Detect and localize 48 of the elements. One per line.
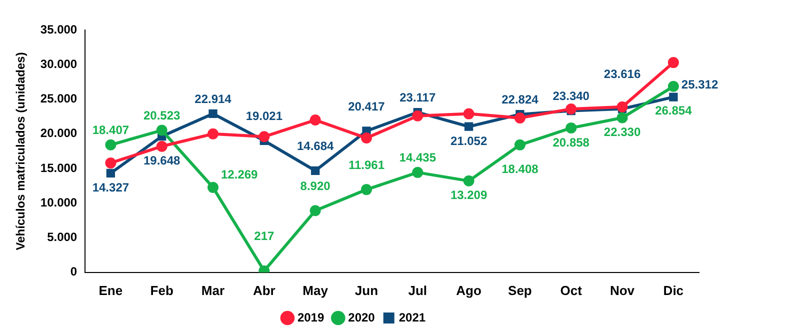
x-tick-label: Sep (508, 282, 532, 298)
data-label: 12.269 (221, 168, 258, 182)
data-label: 23.616 (604, 67, 641, 82)
data-label: 22.914 (194, 92, 232, 106)
x-tick-label: Ene (98, 282, 123, 298)
x-tick-label: Jun (354, 282, 378, 298)
data-label: 217 (254, 229, 274, 244)
x-tick-label: May (302, 282, 329, 298)
data-label: 22.824 (502, 92, 539, 107)
y-axis-title: Vehículos matriculados (unidades) (14, 52, 28, 250)
x-tick-label: Ago (456, 282, 482, 298)
y-tick-label: 20.000 (40, 126, 78, 140)
y-tick-label: 25.000 (40, 92, 78, 106)
data-label: 20.523 (143, 108, 181, 123)
y-tick-label: 0 (70, 264, 78, 279)
legend-label: 2021 (398, 310, 426, 324)
data-label: 20.417 (348, 99, 386, 114)
data-label: 14.435 (399, 150, 436, 165)
y-tick-label: 15.000 (40, 160, 78, 175)
data-label: 11.961 (348, 158, 385, 172)
x-tick-label: Feb (150, 282, 174, 298)
data-label: 14.684 (296, 139, 334, 154)
data-label: 19.648 (143, 154, 181, 168)
x-tick-label: Abr (252, 282, 276, 298)
legend-label: 2019 (297, 310, 324, 324)
data-label: 8.920 (300, 178, 331, 193)
y-tick-label: 5.000 (47, 230, 78, 244)
x-tick-label: Jul (408, 282, 428, 298)
x-tick-label: Oct (560, 282, 583, 298)
data-label: 20.858 (552, 135, 590, 150)
data-label: 14.327 (92, 180, 130, 194)
data-label: 23.340 (552, 89, 590, 104)
y-tick-label: 35.000 (40, 22, 78, 36)
x-tick-label: Mar (201, 282, 225, 298)
data-label: 22.330 (604, 125, 641, 140)
data-label: 23.117 (400, 90, 436, 105)
y-tick-label: 30.000 (40, 56, 78, 71)
legend-label: 2020 (348, 310, 376, 324)
y-tick-label: 10.000 (40, 195, 78, 210)
x-tick-label: Dic (663, 282, 684, 298)
data-label: 26.854 (655, 104, 692, 118)
data-label: 13.209 (450, 188, 488, 202)
data-label: 25.312 (681, 77, 718, 92)
x-tick-label: Nov (610, 282, 636, 298)
data-label: 18.407 (92, 123, 130, 138)
data-label: 18.408 (502, 162, 539, 176)
data-label: 19.021 (246, 108, 283, 123)
data-label: 21.052 (450, 134, 488, 148)
